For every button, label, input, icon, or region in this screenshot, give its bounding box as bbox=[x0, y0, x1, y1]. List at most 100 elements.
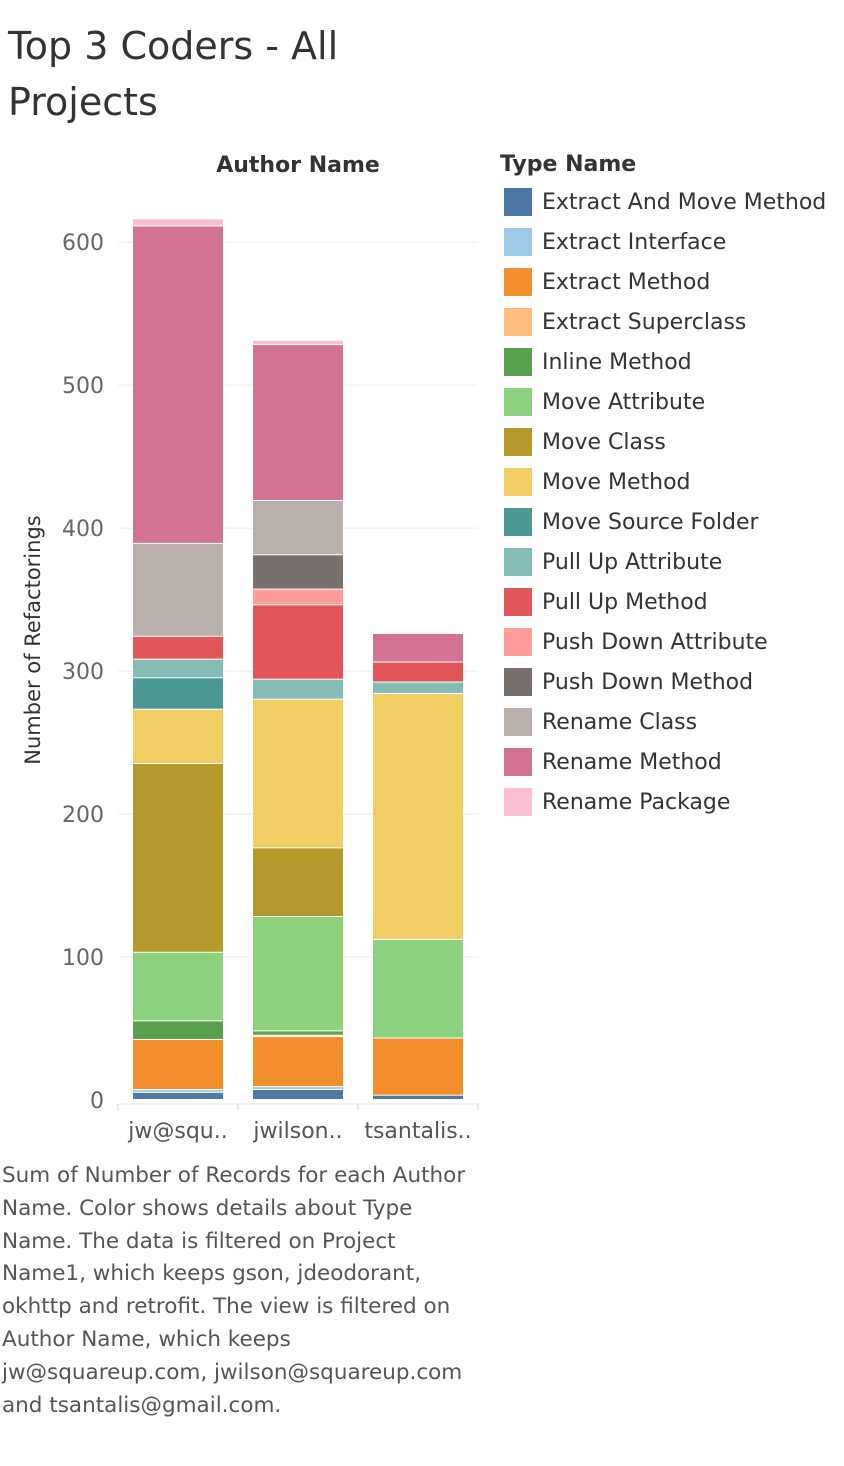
legend-item[interactable]: Move Class bbox=[500, 422, 826, 462]
legend-item[interactable]: Move Attribute bbox=[500, 382, 826, 422]
bar-segment[interactable] bbox=[133, 636, 223, 659]
bar-segment[interactable] bbox=[133, 219, 223, 226]
legend-label: Extract Method bbox=[542, 269, 711, 295]
bar-segment[interactable] bbox=[373, 1095, 463, 1099]
legend-swatch bbox=[504, 188, 532, 216]
bar-segment[interactable] bbox=[133, 1092, 223, 1099]
legend-item[interactable]: Move Method bbox=[500, 462, 826, 502]
bar-segment[interactable] bbox=[373, 939, 463, 1038]
chart-caption: Sum of Number of Records for each Author… bbox=[2, 1163, 466, 1418]
y-axis-ticks: 0 100 200 300 400 500 600 bbox=[62, 231, 104, 1114]
chart-title: Top 3 Coders - All Projects bbox=[8, 24, 339, 124]
bar-segment[interactable] bbox=[133, 1089, 223, 1092]
bar-segment[interactable] bbox=[373, 662, 463, 682]
legend-label: Push Down Method bbox=[542, 669, 754, 695]
y-tick-label: 0 bbox=[90, 1089, 104, 1114]
legend-label: Move Attribute bbox=[542, 389, 706, 415]
legend-swatch bbox=[504, 628, 532, 656]
legend-swatch bbox=[504, 348, 532, 376]
legend-swatch bbox=[504, 268, 532, 296]
x-tick-label: tsantalis.. bbox=[364, 1119, 471, 1144]
legend-swatch bbox=[504, 668, 532, 696]
y-tick-label: 400 bbox=[62, 517, 104, 542]
bar-segment[interactable] bbox=[133, 543, 223, 636]
bar-segment[interactable] bbox=[133, 226, 223, 543]
legend-label: Extract And Move Method bbox=[542, 189, 827, 215]
legend-label: Pull Up Attribute bbox=[542, 549, 723, 575]
legend-swatch bbox=[504, 308, 532, 336]
y-tick-label: 300 bbox=[62, 660, 104, 685]
legend-label: Move Method bbox=[542, 469, 691, 495]
bar-segment[interactable] bbox=[253, 1031, 343, 1035]
legend-swatch bbox=[504, 388, 532, 416]
legend-swatch bbox=[504, 228, 532, 256]
legend-items: Extract And Move Method Extract Interface… bbox=[500, 182, 826, 822]
legend-item[interactable]: Rename Package bbox=[500, 782, 826, 822]
legend-swatch bbox=[504, 508, 532, 536]
bar-segment[interactable] bbox=[253, 605, 343, 679]
legend-label: Extract Interface bbox=[542, 229, 727, 255]
y-tick-label: 100 bbox=[62, 946, 104, 971]
legend-swatch bbox=[504, 788, 532, 816]
legend-item[interactable]: Push Down Method bbox=[500, 662, 826, 702]
legend-swatch bbox=[504, 708, 532, 736]
legend-label: Pull Up Method bbox=[542, 589, 708, 615]
bar-segment[interactable] bbox=[253, 1089, 343, 1099]
bar-segment[interactable] bbox=[373, 1038, 463, 1095]
column-header: Author Name bbox=[216, 153, 380, 178]
bar-segment[interactable] bbox=[253, 848, 343, 916]
legend-item[interactable]: Move Source Folder bbox=[500, 502, 826, 542]
legend-item[interactable]: Push Down Attribute bbox=[500, 622, 826, 662]
bar-segment[interactable] bbox=[133, 1039, 223, 1089]
bar-segment[interactable] bbox=[253, 589, 343, 605]
y-tick-label: 200 bbox=[62, 803, 104, 828]
bar-segment[interactable] bbox=[373, 682, 463, 693]
bar-segment[interactable] bbox=[133, 678, 223, 709]
bar-segment[interactable] bbox=[253, 699, 343, 848]
bar-segment[interactable] bbox=[253, 1087, 343, 1089]
legend-label: Inline Method bbox=[542, 349, 692, 375]
legend-label: Rename Method bbox=[542, 749, 722, 775]
legend-label: Move Class bbox=[542, 429, 666, 455]
legend-label: Extract Superclass bbox=[542, 309, 747, 335]
bar-segment[interactable] bbox=[253, 1037, 343, 1087]
legend-item[interactable]: Rename Class bbox=[500, 702, 826, 742]
legend-title: Type Name bbox=[500, 152, 637, 177]
x-tick-label: jwilson.. bbox=[252, 1119, 342, 1144]
legend-item[interactable]: Rename Method bbox=[500, 742, 826, 782]
y-axis-label: Number of Refactorings bbox=[21, 515, 45, 764]
bar-segment[interactable] bbox=[133, 709, 223, 764]
bar-segment[interactable] bbox=[253, 345, 343, 500]
legend-label: Move Source Folder bbox=[542, 509, 759, 535]
x-axis-ticks: jw@squ.. jwilson.. tsantalis.. bbox=[117, 1103, 479, 1144]
bar-segment[interactable] bbox=[373, 633, 463, 662]
bar-segment[interactable] bbox=[133, 952, 223, 1021]
legend-label: Rename Class bbox=[542, 709, 698, 735]
x-tick-label: jw@squ.. bbox=[127, 1119, 227, 1144]
legend-item[interactable]: Extract Interface bbox=[500, 222, 826, 262]
bar-segment[interactable] bbox=[133, 659, 223, 678]
legend-item[interactable]: Extract Method bbox=[500, 262, 826, 302]
legend-item[interactable]: Pull Up Attribute bbox=[500, 542, 826, 582]
legend: Type Name Extract And Move Method Extract… bbox=[500, 148, 826, 822]
bars bbox=[133, 219, 463, 1099]
legend-swatch bbox=[504, 468, 532, 496]
bar-segment[interactable] bbox=[253, 340, 343, 345]
legend-swatch bbox=[504, 548, 532, 576]
bar-segment[interactable] bbox=[253, 679, 343, 699]
bar-segment[interactable] bbox=[373, 693, 463, 939]
bar-segment[interactable] bbox=[133, 764, 223, 952]
legend-swatch bbox=[504, 748, 532, 776]
bar-segment[interactable] bbox=[253, 555, 343, 589]
bar-segment[interactable] bbox=[253, 500, 343, 555]
bar-segment[interactable] bbox=[253, 917, 343, 1031]
legend-label: Rename Package bbox=[542, 789, 731, 815]
legend-swatch bbox=[504, 588, 532, 616]
legend-item[interactable]: Extract Superclass bbox=[500, 302, 826, 342]
bar-segment[interactable] bbox=[133, 1021, 223, 1039]
legend-item[interactable]: Inline Method bbox=[500, 342, 826, 382]
y-tick-label: 500 bbox=[62, 374, 104, 399]
legend-item[interactable]: Pull Up Method bbox=[500, 582, 826, 622]
legend-item[interactable]: Extract And Move Method bbox=[500, 182, 826, 222]
legend-swatch bbox=[504, 428, 532, 456]
